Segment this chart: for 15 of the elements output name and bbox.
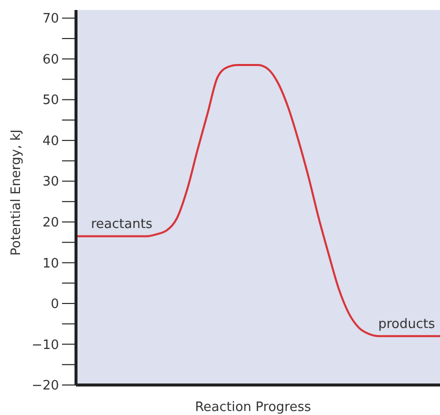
line-series bbox=[75, 64, 440, 338]
y-tick-label: 60 bbox=[42, 52, 59, 68]
y-tick-label: −20 bbox=[32, 378, 59, 394]
y-tick-label: 40 bbox=[42, 134, 59, 149]
y-tick-label: 20 bbox=[42, 216, 59, 231]
y-tick-label: 10 bbox=[42, 256, 59, 272]
y-tick-label: 30 bbox=[42, 174, 59, 190]
y-tick-label: 50 bbox=[42, 93, 59, 108]
x-axis-title: Reaction Progress bbox=[194, 400, 312, 415]
annotation: products bbox=[378, 317, 436, 332]
annotation: reactants bbox=[91, 217, 153, 232]
y-tick-label: −10 bbox=[32, 338, 59, 353]
y-tick-label: 70 bbox=[42, 12, 59, 27]
y-tick-label: 0 bbox=[50, 297, 59, 312]
y-axis-title: Potential Energy, kJ bbox=[9, 129, 24, 256]
